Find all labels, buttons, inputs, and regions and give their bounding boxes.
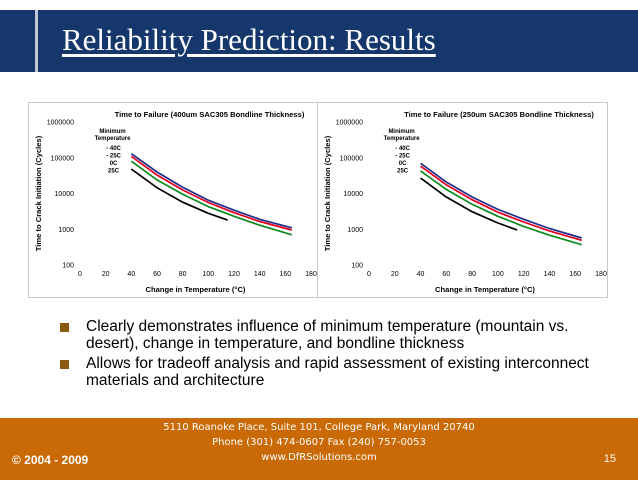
x-tick-label: 160 <box>279 271 291 278</box>
y-axis-label: Time to Crack Initiation (Cycles) <box>34 135 43 251</box>
y-tick-label: 100 <box>351 263 363 270</box>
x-tick-label: 100 <box>492 271 504 278</box>
bullet-square-icon <box>60 323 69 332</box>
x-tick-label: 180 <box>595 271 607 278</box>
bullet-text: Allows for tradeoff analysis and rapid a… <box>86 355 589 389</box>
title-bar <box>0 10 638 72</box>
bullet-item: Clearly demonstrates influence of minimu… <box>60 318 620 352</box>
series-line <box>420 170 582 246</box>
chart-250um: Time to Failure (250um SAC305 Bondline T… <box>323 110 607 294</box>
series-line <box>130 168 228 221</box>
x-tick-label: 80 <box>468 271 476 278</box>
slide-title: Reliability Prediction: Results <box>62 22 436 57</box>
bullet-item: Allows for tradeoff analysis and rapid a… <box>60 355 620 389</box>
chart-400um: Time to Failure (400um SAC305 Bondline T… <box>34 110 317 294</box>
bullet-square-icon <box>60 360 69 369</box>
x-tick-label: 140 <box>254 271 266 278</box>
footer-website[interactable]: www.DfRSolutions.com <box>261 452 377 463</box>
legend-entry: - 40C <box>106 146 121 152</box>
y-tick-label: 1000000 <box>336 120 363 127</box>
bullet-list: Clearly demonstrates influence of minimu… <box>60 318 620 392</box>
legend-entry: - 25C <box>106 154 121 160</box>
series-line <box>130 153 293 229</box>
series-line <box>420 162 582 239</box>
chart-title: Time to Failure (400um SAC305 Bondline T… <box>115 110 305 119</box>
charts-frame <box>28 102 608 298</box>
x-tick-label: 60 <box>153 271 161 278</box>
bullet-text: Clearly demonstrates influence of minimu… <box>86 318 569 352</box>
footer-address: 5110 Roanoke Place, Suite 101, College P… <box>163 422 475 433</box>
charts-divider <box>317 102 318 298</box>
legend-entry: 0C <box>399 161 407 167</box>
legend-entry: - 40C <box>395 146 410 152</box>
x-tick-label: 20 <box>391 271 399 278</box>
x-axis-label: Change in Temperature (°C) <box>435 285 535 294</box>
y-tick-label: 1000000 <box>47 120 74 127</box>
x-tick-label: 140 <box>544 271 556 278</box>
y-tick-label: 1000 <box>347 227 363 234</box>
legend-title: Minimum <box>388 129 414 135</box>
x-tick-label: 100 <box>202 271 214 278</box>
series-line <box>420 177 518 231</box>
y-axis-label: Time to Crack Initiation (Cycles) <box>323 135 332 251</box>
legend-title: Temperature <box>95 136 132 142</box>
series-line <box>420 165 582 242</box>
y-tick-label: 10000 <box>55 191 75 198</box>
x-tick-label: 120 <box>518 271 530 278</box>
footer-phone: Phone (301) 474-0607 Fax (240) 757-0053 <box>212 437 426 448</box>
legend-title: Minimum <box>99 129 125 135</box>
x-tick-label: 0 <box>367 271 371 278</box>
legend-title: Temperature <box>384 136 421 142</box>
x-tick-label: 80 <box>179 271 187 278</box>
legend-entry: 25C <box>397 169 409 175</box>
x-tick-label: 60 <box>442 271 450 278</box>
y-tick-label: 10000 <box>344 191 364 198</box>
legend-entry: - 25C <box>395 154 410 160</box>
copyright: © 2004 - 2009 <box>12 453 89 467</box>
legend-entry: 25C <box>108 169 120 175</box>
series-line <box>130 155 293 231</box>
x-tick-label: 40 <box>417 271 425 278</box>
y-tick-label: 1000 <box>58 227 74 234</box>
x-tick-label: 40 <box>127 271 135 278</box>
footer-bar <box>0 418 638 480</box>
x-tick-label: 0 <box>78 271 82 278</box>
x-tick-label: 20 <box>102 271 110 278</box>
y-tick-label: 100 <box>62 263 74 270</box>
series-line <box>130 160 293 236</box>
x-tick-label: 160 <box>569 271 581 278</box>
page-number: 15 <box>603 453 616 465</box>
chart-title: Time to Failure (250um SAC305 Bondline T… <box>404 110 594 119</box>
x-tick-label: 180 <box>305 271 317 278</box>
title-accent-block <box>0 10 38 72</box>
x-tick-label: 120 <box>228 271 240 278</box>
x-axis-label: Change in Temperature (°C) <box>146 285 246 294</box>
y-tick-label: 100000 <box>51 155 74 162</box>
y-tick-label: 100000 <box>340 155 363 162</box>
legend-entry: 0C <box>110 161 118 167</box>
